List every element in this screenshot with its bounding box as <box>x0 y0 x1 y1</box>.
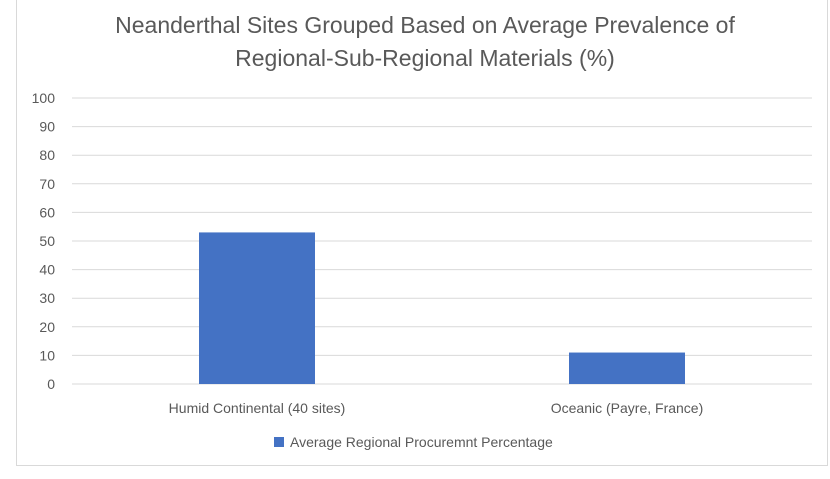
legend-swatch <box>274 437 284 447</box>
y-tick-label-100: 100 <box>32 90 56 106</box>
bars <box>199 232 685 384</box>
y-tick-label-80: 80 <box>39 147 55 163</box>
legend-label: Average Regional Procuremnt Percentage <box>290 434 553 450</box>
y-tick-label-60: 60 <box>39 204 55 220</box>
chart-title-line-1: Neanderthal Sites Grouped Based on Avera… <box>115 12 735 38</box>
y-tick-label-50: 50 <box>39 233 55 249</box>
gridlines <box>72 97 812 385</box>
chart-frame <box>16 0 828 466</box>
y-tick-label-40: 40 <box>39 262 55 278</box>
y-tick-label-10: 10 <box>39 347 55 363</box>
y-tick-label-30: 30 <box>39 290 55 306</box>
x-category-label-1: Oceanic (Payre, France) <box>551 400 704 416</box>
x-category-label-0: Humid Continental (40 sites) <box>169 400 346 416</box>
y-axis-tick-labels: 0 10 20 30 40 50 60 70 80 90 100 <box>32 90 56 392</box>
y-tick-label-0: 0 <box>47 376 55 392</box>
x-axis-category-labels: Humid Continental (40 sites) Oceanic (Pay… <box>169 400 704 416</box>
y-tick-label-20: 20 <box>39 319 55 335</box>
y-tick-label-70: 70 <box>39 176 55 192</box>
chart-title: Neanderthal Sites Grouped Based on Avera… <box>115 12 735 71</box>
bar-1 <box>569 352 685 384</box>
y-tick-label-90: 90 <box>39 119 55 135</box>
chart-title-line-2: Regional-Sub-Regional Materials (%) <box>235 45 615 71</box>
bar-0 <box>199 232 315 384</box>
legend: Average Regional Procuremnt Percentage <box>274 434 553 450</box>
